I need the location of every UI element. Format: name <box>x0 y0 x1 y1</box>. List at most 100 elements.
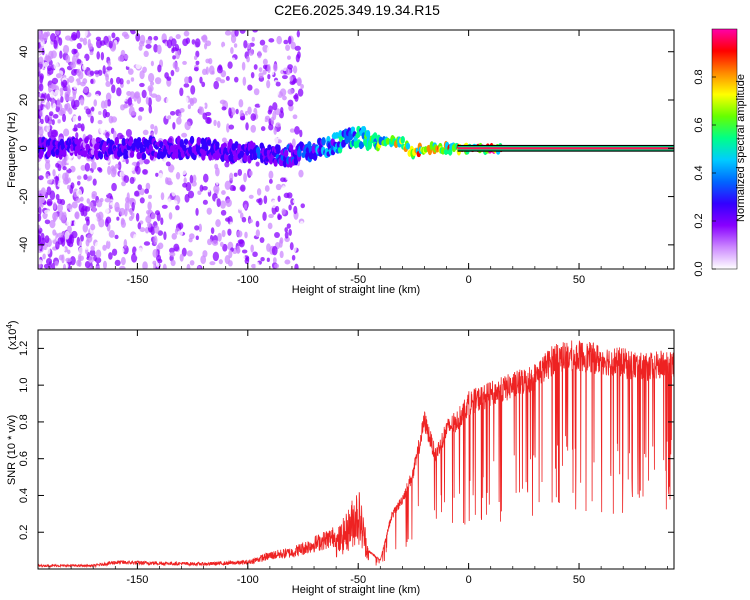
noise-cell <box>44 114 50 124</box>
ridge-cell <box>222 142 227 149</box>
noise-cell <box>248 219 253 224</box>
noise-cell <box>51 262 56 269</box>
noise-cell <box>47 55 52 62</box>
ridge-cell <box>447 147 453 156</box>
noise-cell <box>92 215 98 225</box>
noise-cell <box>111 182 117 192</box>
noise-cell <box>195 235 199 241</box>
noise-cell <box>119 207 126 216</box>
noise-cell <box>55 73 62 79</box>
snr-panel: -150 -100 -50 0 50 0.2 0.4 0.6 0.8 1.0 1.2 Height … <box>5 320 675 596</box>
noise-cell <box>221 229 226 238</box>
snr-x-tick-label: -150 <box>126 574 148 586</box>
noise-cell <box>129 164 135 171</box>
noise-cell <box>47 179 53 185</box>
noise-cell <box>46 93 51 102</box>
noise-cell <box>299 118 305 123</box>
noise-cell <box>114 201 120 212</box>
ridge-cell <box>103 141 108 147</box>
noise-cell <box>127 68 134 75</box>
noise-cell <box>148 72 155 83</box>
noise-cell <box>258 197 263 206</box>
noise-cell <box>73 99 80 108</box>
spectrogram-panel: -150 -100 -50 0 50 -40 -20 0 20 40 Height of stra… <box>6 29 675 296</box>
noise-cell <box>52 169 56 177</box>
noise-cell <box>236 230 243 238</box>
noise-cell <box>274 108 281 116</box>
noise-cell <box>147 201 152 211</box>
noise-cell <box>145 209 151 215</box>
noise-cell <box>286 136 292 144</box>
noise-cell <box>245 122 249 131</box>
noise-cell <box>189 260 195 266</box>
noise-cell <box>283 39 289 45</box>
noise-cell <box>39 75 44 84</box>
noise-cell <box>72 115 78 123</box>
ridge-cell <box>372 132 378 140</box>
noise-cell <box>110 116 118 123</box>
noise-cell <box>92 206 97 213</box>
ridge-cell <box>137 152 142 160</box>
noise-cell <box>187 104 191 110</box>
noise-cell <box>139 197 145 204</box>
noise-cell <box>128 197 135 203</box>
noise-cell <box>286 55 291 60</box>
noise-cell <box>237 168 243 177</box>
snr-x-tick-label: 50 <box>573 574 585 586</box>
ridge-cell <box>215 141 220 149</box>
noise-cell <box>148 165 154 173</box>
noise-cell <box>94 113 101 120</box>
noise-cell <box>43 44 51 53</box>
noise-cell <box>45 31 51 37</box>
noise-cell <box>119 265 126 269</box>
noise-cell <box>125 158 129 165</box>
noise-cell <box>133 93 137 102</box>
noise-cell <box>225 198 232 208</box>
noise-cell <box>240 254 246 261</box>
noise-cell <box>68 107 73 115</box>
noise-cell <box>77 180 81 186</box>
noise-cell <box>38 234 42 245</box>
noise-cell <box>281 74 288 80</box>
noise-cell <box>266 45 273 55</box>
noise-cell <box>166 76 172 81</box>
noise-cell <box>129 176 135 185</box>
noise-cell <box>160 217 164 226</box>
ridge-cell <box>55 149 60 156</box>
spectrogram-ticks: -150 -100 -50 0 50 -40 -20 0 20 40 <box>18 30 674 286</box>
noise-cell <box>288 35 292 45</box>
noise-cell <box>44 235 50 244</box>
noise-cell <box>192 174 197 183</box>
noise-cell <box>48 209 54 217</box>
noise-cell <box>157 230 164 236</box>
spectrogram-x-tick-label: 50 <box>573 274 585 286</box>
noise-cell <box>116 87 122 97</box>
noise-cell <box>189 233 195 240</box>
ridge-cell <box>334 131 340 139</box>
noise-cell <box>138 158 144 165</box>
noise-cell <box>167 115 172 120</box>
noise-cell <box>259 39 266 46</box>
noise-cell <box>215 77 222 82</box>
noise-cell <box>39 110 43 117</box>
noise-cell <box>183 30 190 37</box>
spectrogram-y-tick-label: 0 <box>18 145 30 151</box>
noise-cell <box>131 201 135 211</box>
noise-cell <box>203 42 208 50</box>
noise-cell <box>183 83 190 88</box>
noise-cell <box>162 263 167 269</box>
noise-cell <box>187 190 195 199</box>
noise-cell <box>242 76 247 86</box>
noise-cell <box>69 255 76 266</box>
noise-cell <box>40 187 46 197</box>
noise-cell <box>67 249 71 255</box>
ridge-cell <box>385 137 391 145</box>
noise-cell <box>207 187 211 193</box>
noise-cell <box>205 66 209 75</box>
noise-cell <box>278 239 283 248</box>
noise-cell <box>291 254 296 261</box>
noise-cell <box>134 30 142 33</box>
noise-cell <box>87 175 93 181</box>
noise-cell <box>127 97 133 106</box>
colorbar: 0.0 0.2 0.4 0.6 0.8 Normalized spectral ampl… <box>693 28 747 277</box>
